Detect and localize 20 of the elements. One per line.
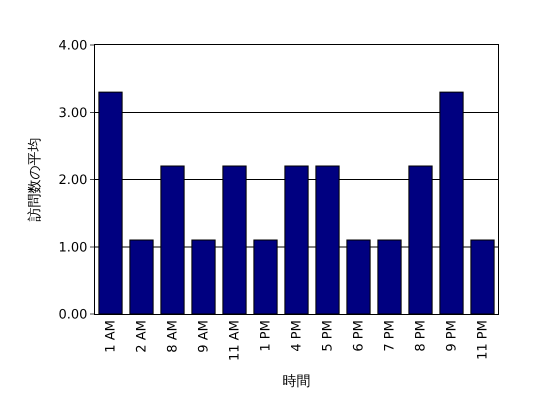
x-tick-label: 7 PM [382, 320, 398, 352]
x-tick-label: 8 PM [414, 320, 429, 352]
y-tick-label: 0.00 [58, 308, 88, 323]
x-tick-label: 11 AM [228, 320, 243, 361]
x-tick-label: 5 PM [320, 320, 336, 352]
x-tick-label: 6 PM [352, 320, 367, 352]
x-tick-label: 9 AM [196, 320, 212, 353]
y-tick-label: 2.00 [58, 173, 88, 188]
y-tick-label: 3.00 [58, 106, 88, 121]
x-tick-label: 11 PM [476, 320, 491, 360]
x-tick-label: 9 PM [444, 320, 460, 352]
x-axis-title: 時間 [282, 373, 310, 390]
x-tick-label: 1 AM [104, 320, 119, 353]
x-tick-label: 4 PM [290, 320, 305, 352]
y-tick-label: 1.00 [58, 240, 88, 256]
y-axis-title: 訪問数の平均 [27, 138, 44, 222]
x-tick-label: 2 AM [134, 320, 150, 353]
x-tick-label: 1 PM [258, 320, 274, 352]
y-tick-label: 4.00 [58, 38, 88, 54]
x-tick-label: 8 AM [166, 320, 181, 353]
